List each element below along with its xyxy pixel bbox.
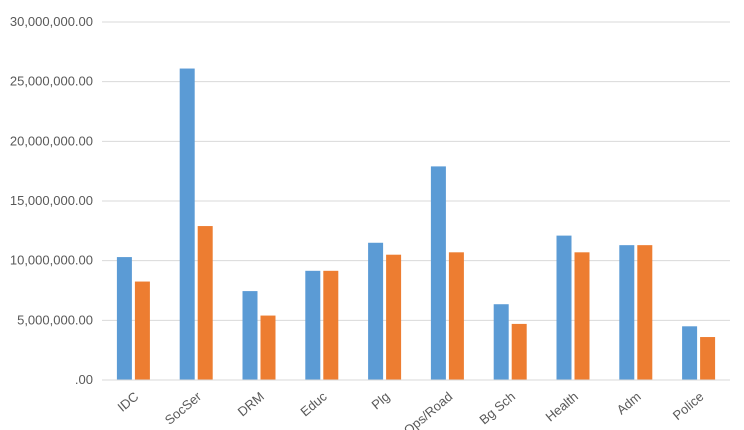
bar-series-1-health: [556, 235, 572, 380]
x-category-label: Bg Sch: [476, 389, 518, 427]
bar-series-2-idc: [134, 281, 150, 380]
bar-series-1-ops-road: [430, 166, 446, 380]
bar-series-1-adm: [619, 245, 635, 380]
bar-series-1-police: [682, 326, 698, 380]
bar-series-1-socser: [179, 68, 195, 380]
x-category-label: Ops/Road: [401, 389, 455, 430]
y-axis-tick-labels: .00 5,000,000.00 10,000,000.00 15,000,000.0…: [10, 14, 93, 387]
bar-series-2-educ: [323, 270, 339, 380]
bar-series-2-adm: [637, 245, 653, 380]
x-category-label: Educ: [297, 388, 330, 419]
x-category-label: SocSer: [162, 388, 205, 427]
bar-series-2-plg: [386, 254, 402, 380]
bar-series-1-idc: [116, 257, 132, 380]
x-category-label: Police: [670, 389, 707, 423]
bar-series-1-plg: [368, 242, 384, 380]
x-category-label: Adm: [614, 389, 644, 418]
y-tick-label: .00: [75, 372, 93, 387]
x-category-label: Health: [543, 389, 581, 425]
bar-series-2-health: [574, 252, 590, 380]
y-tick-label: 20,000,000.00: [10, 133, 93, 148]
x-category-label: DRM: [235, 389, 267, 420]
bar-series-2-police: [700, 337, 716, 380]
gridlines: [102, 21, 730, 321]
y-tick-label: 30,000,000.00: [10, 14, 93, 29]
x-category-label: Plg: [368, 389, 392, 413]
bar-series-2-bg-sch: [511, 323, 527, 380]
x-axis-category-labels: IDC SocSer DRM Educ Plg Ops/Road Bg Sch Health A…: [115, 388, 707, 430]
x-category-label: IDC: [115, 389, 142, 415]
bar-series-1-drm: [242, 291, 258, 380]
y-tick-label: 5,000,000.00: [17, 312, 93, 327]
bars: [116, 68, 716, 380]
bar-series-2-socser: [197, 226, 213, 380]
bar-series-1-bg-sch: [493, 304, 509, 380]
bar-series-2-drm: [260, 315, 276, 380]
bar-series-1-educ: [305, 270, 321, 380]
y-tick-label: 25,000,000.00: [10, 74, 93, 89]
bar-series-2-ops-road: [448, 252, 464, 380]
y-tick-label: 15,000,000.00: [10, 193, 93, 208]
y-tick-label: 10,000,000.00: [10, 253, 93, 268]
